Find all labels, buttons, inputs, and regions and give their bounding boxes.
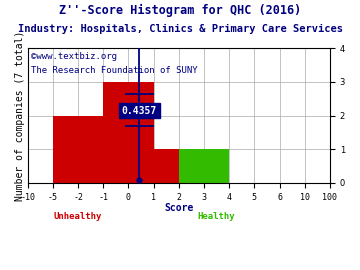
Y-axis label: Number of companies (7 total): Number of companies (7 total) (15, 30, 25, 201)
Text: ©www.textbiz.org: ©www.textbiz.org (31, 52, 117, 61)
X-axis label: Score: Score (164, 203, 194, 213)
Text: Healthy: Healthy (198, 212, 235, 221)
Bar (154, 149, 179, 183)
Text: Z''-Score Histogram for QHC (2016): Z''-Score Histogram for QHC (2016) (59, 4, 301, 17)
Bar (103, 82, 154, 183)
Text: Industry: Hospitals, Clinics & Primary Care Services: Industry: Hospitals, Clinics & Primary C… (18, 24, 342, 34)
Text: Unhealthy: Unhealthy (54, 212, 102, 221)
Text: The Research Foundation of SUNY: The Research Foundation of SUNY (31, 66, 197, 75)
Text: 0.4357: 0.4357 (122, 106, 157, 116)
Bar (53, 116, 103, 183)
Bar (179, 149, 229, 183)
